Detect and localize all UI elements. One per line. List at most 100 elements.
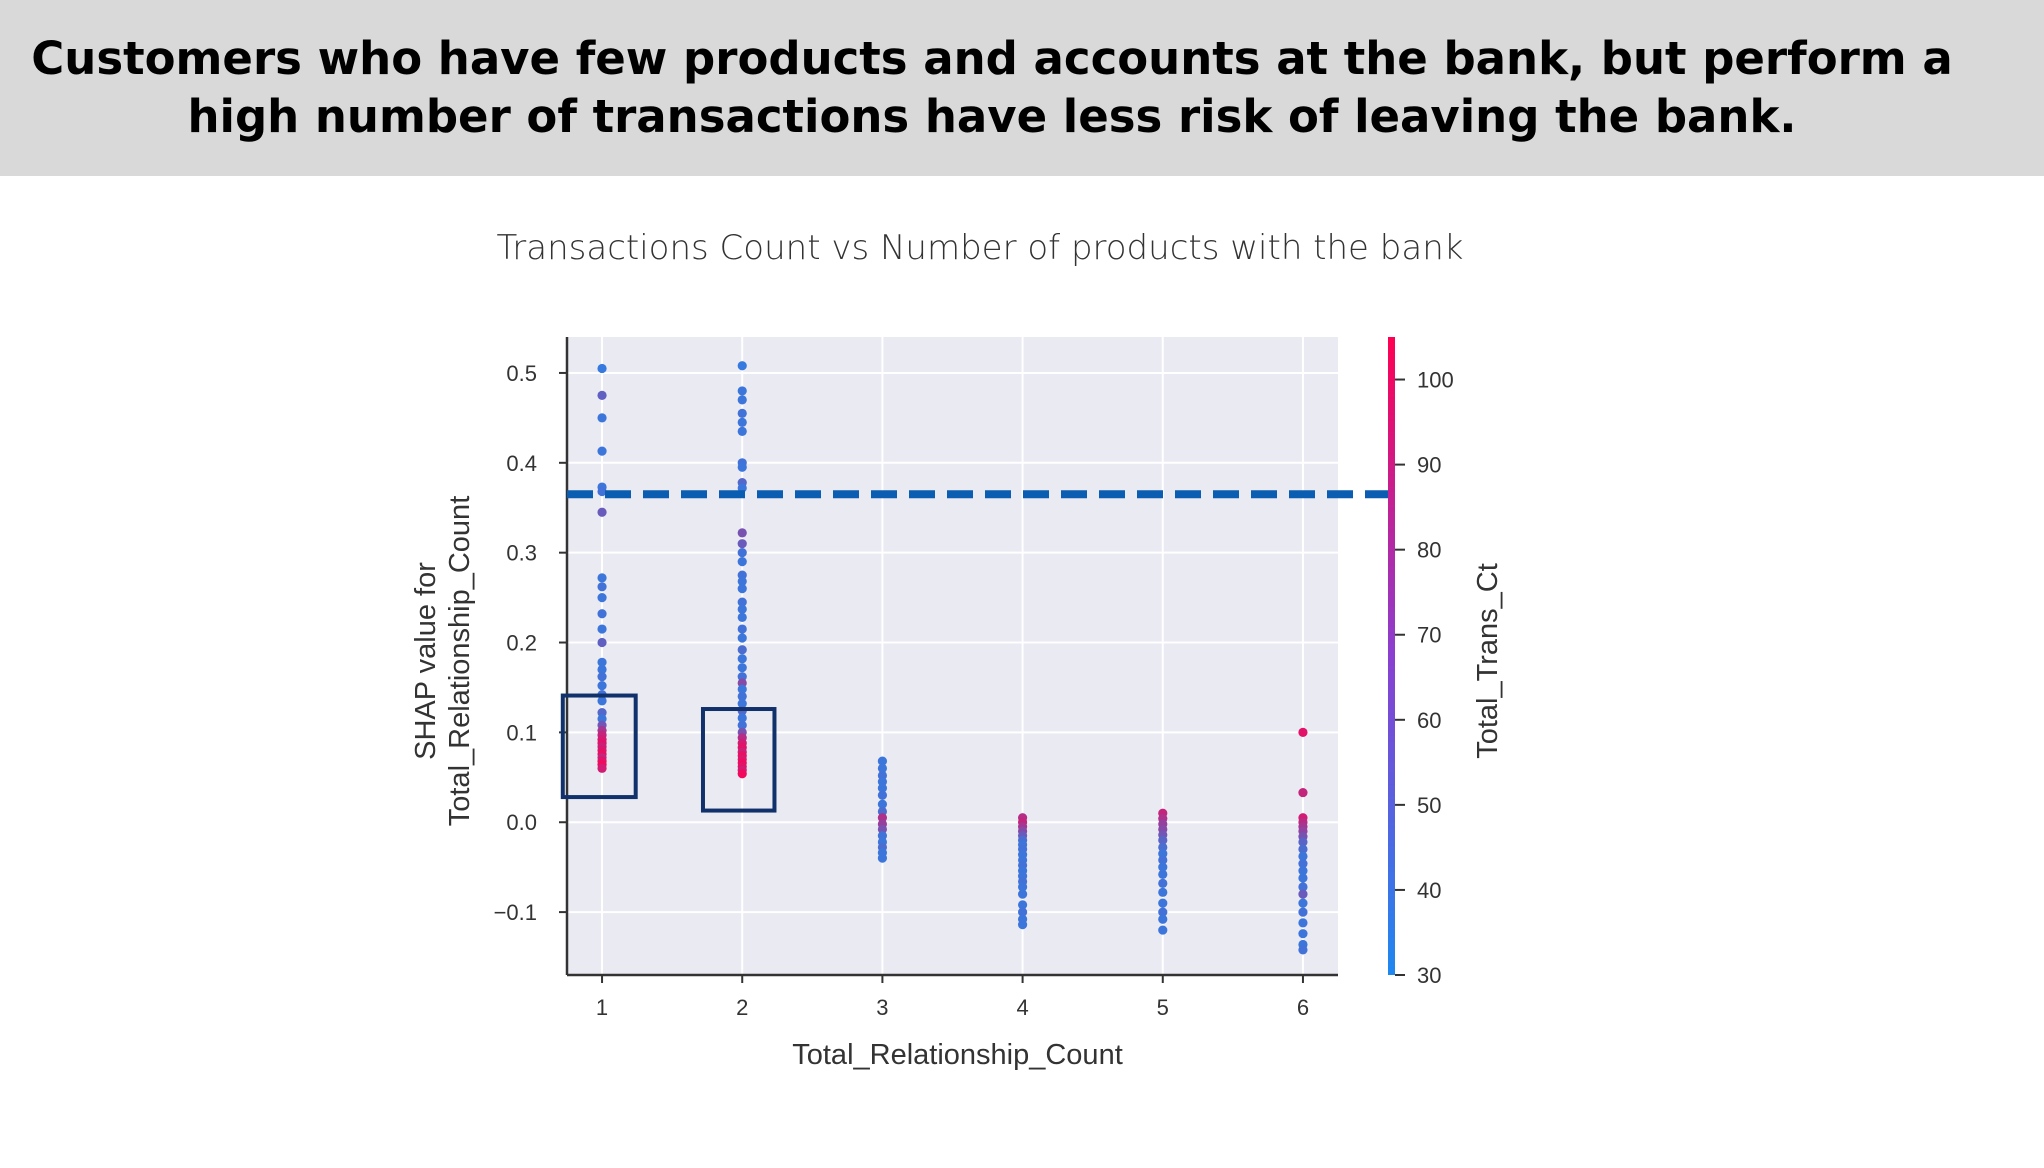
data-point <box>1298 727 1308 737</box>
data-point <box>1298 929 1308 939</box>
data-point <box>737 663 747 673</box>
plot-area <box>567 337 1338 975</box>
data-point <box>877 831 888 841</box>
colorbar-tick-label: 60 <box>1417 708 1441 733</box>
data-point <box>597 763 607 773</box>
x-tick-label: 4 <box>1016 995 1028 1020</box>
data-point <box>1158 914 1168 924</box>
colorbar-tick-label: 80 <box>1417 538 1441 563</box>
data-point <box>737 720 747 730</box>
data-point <box>737 576 747 587</box>
data-point <box>737 769 747 779</box>
data-point <box>597 696 607 706</box>
headline-text: Customers who have few products and acco… <box>31 32 1953 143</box>
y-tick-label: 0.0 <box>506 810 537 835</box>
y-tick-label: 0.2 <box>506 631 537 656</box>
data-point <box>1298 907 1308 917</box>
y-axis-label: SHAP value forTotal_Relationship_Count <box>410 496 476 827</box>
colorbar-tick-label: 30 <box>1417 963 1441 988</box>
y-tick-label: 0.3 <box>506 541 537 566</box>
data-point <box>597 708 607 718</box>
data-point <box>737 645 747 655</box>
y-tick-labels: −0.1 0.0 0.1 0.2 0.3 0.4 0.5 <box>494 361 537 925</box>
data-point <box>877 824 888 835</box>
data-point <box>737 678 747 688</box>
data-point <box>597 507 607 517</box>
data-point <box>737 633 747 643</box>
y-tick-label: 0.1 <box>506 720 537 745</box>
data-point <box>877 853 888 863</box>
x-tick-label: 5 <box>1157 995 1169 1020</box>
data-point <box>1017 900 1028 910</box>
y-tick-label: 0.4 <box>506 451 537 476</box>
data-point <box>877 806 888 817</box>
data-point <box>1298 837 1308 847</box>
data-point <box>737 654 747 664</box>
data-point <box>737 539 747 549</box>
x-tick-labels: 1 2 3 4 5 6 <box>596 995 1309 1020</box>
highlight-boxes <box>560 693 777 813</box>
data-point <box>597 672 607 682</box>
data-point <box>1298 889 1308 899</box>
data-point <box>597 390 607 401</box>
data-point <box>737 408 747 418</box>
x-tick-label: 2 <box>736 995 748 1020</box>
data-point <box>1158 855 1168 865</box>
axes <box>559 337 1338 983</box>
data-point <box>737 584 747 594</box>
colorbar-tick-label: 70 <box>1417 623 1441 648</box>
data-point <box>737 699 747 709</box>
data-point <box>737 462 747 472</box>
data-point <box>1017 889 1028 899</box>
data-point <box>737 624 747 634</box>
colorbar-tick-label: 40 <box>1417 878 1441 903</box>
data-point <box>1158 925 1168 935</box>
data-point <box>1298 882 1308 892</box>
y-axis-label-line: SHAP value for <box>410 562 442 760</box>
data-point <box>877 783 888 793</box>
data-point <box>877 756 888 766</box>
y-tick-label: −0.1 <box>494 900 537 925</box>
data-point <box>737 417 747 427</box>
data-point <box>1298 851 1308 861</box>
data-point <box>877 790 888 800</box>
data-point <box>737 528 747 538</box>
data-point <box>1017 907 1028 917</box>
data-point <box>597 624 607 634</box>
data-point <box>597 714 607 724</box>
data-point <box>597 446 607 456</box>
data-point <box>737 557 747 567</box>
data-point <box>1017 882 1028 892</box>
data-point <box>1298 866 1308 876</box>
data-point <box>597 681 607 691</box>
data-point <box>597 573 607 583</box>
colorbar: 30 40 50 60 70 80 90 100 <box>1388 337 1454 988</box>
data-point <box>737 548 747 558</box>
data-point <box>877 813 888 823</box>
data-point <box>597 664 607 675</box>
data-point <box>737 361 747 371</box>
data-point <box>737 612 747 622</box>
data-point <box>877 763 888 773</box>
data-point <box>1158 842 1168 853</box>
x-tick-label: 3 <box>876 995 888 1020</box>
y-axis-label-line: Total_Relationship_Count <box>444 496 476 827</box>
headline-banner: Customers who have few products and acco… <box>0 0 2044 176</box>
data-point <box>737 713 747 723</box>
data-point <box>1298 873 1308 883</box>
data-point <box>597 609 607 619</box>
data-point <box>1298 918 1308 928</box>
data-point <box>737 426 747 436</box>
x-tick-label: 6 <box>1297 995 1309 1020</box>
data-point <box>1158 878 1168 888</box>
data-point <box>737 395 747 405</box>
data-point <box>877 770 888 781</box>
y-tick-label: 0.5 <box>506 361 537 386</box>
x-axis-label: Total_Relationship_Count <box>792 1039 1123 1071</box>
data-point <box>1017 920 1028 930</box>
data-point <box>737 691 747 702</box>
data-point <box>597 413 607 423</box>
data-points <box>597 361 1308 955</box>
x-tick-label: 1 <box>596 995 608 1020</box>
